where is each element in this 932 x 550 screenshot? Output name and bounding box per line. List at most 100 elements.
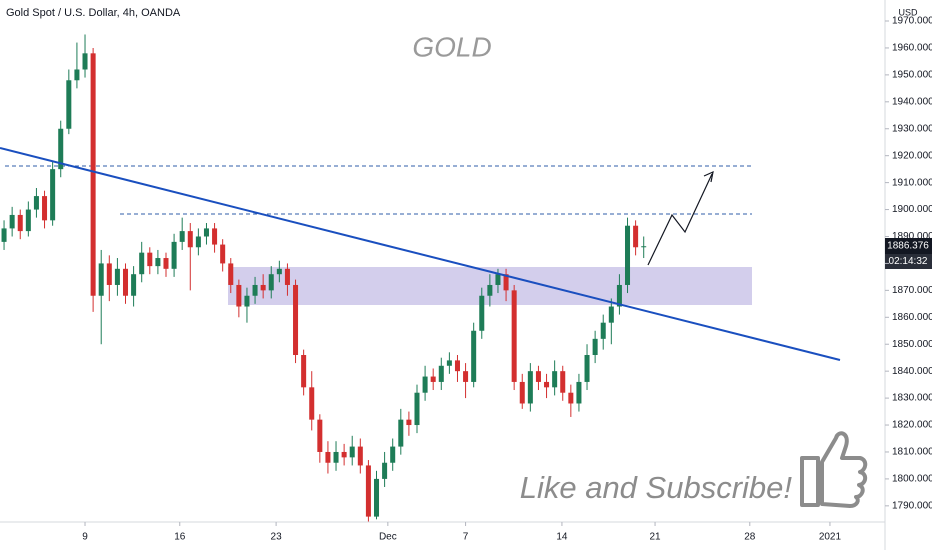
candle-body — [163, 258, 169, 269]
candle-body — [552, 371, 558, 388]
candle-body — [284, 268, 290, 285]
candle-body — [576, 381, 582, 404]
candle-body — [341, 451, 347, 458]
arrow-head — [703, 170, 714, 183]
candle-body — [633, 225, 639, 248]
timer-box — [885, 254, 932, 269]
candle-body — [106, 263, 112, 285]
candle-body — [1, 228, 7, 242]
candle-body — [406, 419, 412, 426]
candle-body — [641, 246, 647, 248]
candle-body — [179, 231, 185, 242]
annotation: Like and Subscribe! — [520, 470, 793, 505]
candle-body — [414, 392, 420, 426]
candle-body — [600, 322, 606, 339]
y-tick-label: 1790.000 — [892, 500, 932, 511]
x-tick-label: 16 — [174, 532, 186, 543]
candle-body — [220, 244, 226, 264]
y-tick-label: 1870.000 — [892, 285, 932, 296]
candle-body — [382, 462, 388, 479]
y-tick-label: 1950.000 — [892, 70, 932, 81]
x-tick-label: 7 — [463, 532, 469, 543]
candle-body — [122, 268, 129, 296]
candle-body — [349, 446, 355, 458]
y-tick-label: 1900.000 — [892, 204, 932, 215]
candle-body — [66, 80, 72, 129]
y-tick-label: 1850.000 — [892, 339, 932, 350]
candle-body — [244, 295, 250, 307]
candle-body — [139, 252, 145, 275]
candle-body — [454, 360, 460, 372]
candle-body — [511, 290, 517, 382]
candle-body — [560, 371, 566, 393]
candle-body — [365, 465, 371, 517]
candle-body — [17, 214, 23, 232]
candle-body — [325, 451, 331, 463]
candle-body — [90, 53, 96, 296]
candle-body — [9, 214, 15, 229]
candle-body — [147, 252, 153, 267]
candle-body — [568, 392, 574, 404]
candle-body — [503, 274, 509, 291]
candle-body — [98, 263, 104, 296]
y-tick-label: 1940.000 — [892, 96, 932, 107]
x-tick-label: 2021 — [819, 532, 842, 543]
x-tick-label: Dec — [379, 532, 397, 543]
y-tick-label: 1960.000 — [892, 43, 932, 54]
candle-body — [195, 236, 201, 248]
candle-body — [398, 419, 404, 447]
candle-body — [155, 258, 161, 267]
y-tick-label: 1800.000 — [892, 474, 932, 485]
last-price-box — [885, 238, 932, 254]
candle-body — [422, 376, 428, 393]
candles — [1, 34, 647, 522]
y-tick-label: 1930.000 — [892, 123, 932, 134]
candle-body — [268, 274, 274, 291]
chart-title: GOLD — [412, 31, 491, 62]
candle-body — [203, 228, 209, 237]
candle-body — [357, 446, 363, 466]
candle-body — [58, 128, 64, 170]
candle-body — [333, 451, 339, 463]
candle-body — [535, 371, 541, 382]
candle-body — [608, 306, 614, 323]
candle-body — [390, 446, 396, 463]
candle-body — [479, 295, 485, 331]
trend-line — [0, 147, 841, 361]
candle-body — [276, 268, 282, 275]
candle-body — [446, 360, 452, 366]
candle-body — [301, 355, 307, 388]
candle-body — [487, 284, 493, 296]
candle-body — [519, 381, 525, 404]
candle-body — [236, 284, 242, 307]
y-tick-label: 1840.000 — [892, 366, 932, 377]
x-tick-label: 21 — [649, 532, 661, 543]
candle-body — [252, 284, 258, 296]
y-tick-label: 1890.000 — [892, 231, 932, 242]
candle-body — [42, 196, 48, 221]
projection-arrow — [647, 173, 713, 266]
candle-body — [625, 225, 631, 285]
candle-body — [430, 376, 436, 382]
candle-body — [317, 419, 323, 452]
candle-body — [82, 53, 88, 70]
x-tick-label: 9 — [82, 532, 88, 543]
candle-body — [527, 371, 533, 404]
candle-body — [293, 284, 299, 356]
candle-body — [584, 355, 590, 382]
candle-body — [592, 338, 598, 356]
candle-body — [131, 274, 137, 296]
candle-body — [616, 284, 622, 307]
candle-body — [373, 478, 380, 517]
candle-body — [25, 209, 31, 232]
candle-body — [260, 284, 266, 291]
y-tick-label: 1910.000 — [892, 177, 932, 188]
candle-body — [33, 196, 39, 210]
candle-body — [171, 241, 177, 269]
thumbs-up-icon — [800, 431, 868, 508]
y-tick-label: 1860.000 — [892, 312, 932, 323]
y-tick-label: 1820.000 — [892, 420, 932, 431]
candle-body — [471, 330, 477, 382]
candle-body — [438, 365, 444, 382]
